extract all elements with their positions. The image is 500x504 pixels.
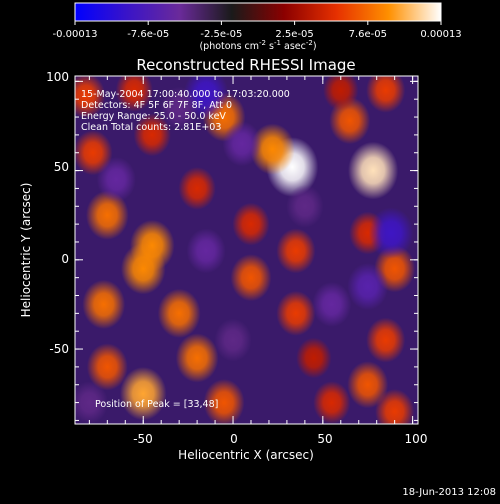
negative-source-blob (312, 281, 352, 327)
positive-source-blob (276, 228, 316, 274)
colorbar-gradient (74, 2, 442, 22)
positive-source-blob (230, 254, 272, 302)
positive-source-blob (86, 343, 128, 391)
negative-source-blob (214, 318, 252, 362)
positive-source-blob (120, 243, 166, 295)
negative-source-blob (286, 184, 324, 228)
x-axis-label: Heliocentric X (arcsec) (178, 448, 314, 462)
colorbar-tick-label: -0.00013 (53, 29, 98, 40)
colorbar-ticks: -0.00013 -7.6e-05 -2.5e-05 2.5e-05 7.6e-05 0.… (53, 21, 462, 40)
rhessi-image (75, 76, 418, 424)
info-line-detectors: Detectors: 4F 5F 6F 7F 8F, Att 0 (81, 100, 232, 111)
positive-source-blob (375, 389, 415, 424)
positive-source-blob (157, 288, 201, 338)
positive-source-blob (366, 317, 406, 363)
positive-source-blob (296, 337, 332, 379)
x-tick-labels: -50 0 50 100 (133, 432, 427, 446)
positive-source-blob (347, 361, 389, 409)
image-blobs (75, 76, 416, 424)
info-line-time: 15-May-2004 17:00:40.000 to 17:03:20.000 (81, 89, 290, 100)
footer-date: 18-Jun-2013 12:08 (402, 487, 496, 498)
negative-source-blob (186, 228, 226, 274)
y-axis-label: Heliocentric Y (arcsec) (19, 183, 33, 318)
negative-source-blob (160, 86, 198, 130)
positive-source-blob (175, 333, 219, 383)
positive-source-blob (276, 290, 316, 336)
y-tick-label: 0 (61, 252, 69, 266)
positive-source-blob (366, 76, 406, 113)
x-tick-label: -50 (133, 432, 153, 446)
positive-source-blob (232, 202, 270, 246)
negative-source-blob (222, 121, 262, 167)
negative-source-blob (75, 381, 108, 424)
negative-source-blob (368, 207, 414, 259)
positive-source-blob (120, 366, 167, 421)
plot-frame (74, 75, 419, 425)
info-line-counts: Clean Total counts: 2.81E+03 (81, 122, 221, 133)
y-tick-label: 50 (54, 160, 69, 174)
plot-title: Reconstructed RHESSI Image (136, 56, 355, 74)
negative-source-blob (96, 157, 136, 202)
positive-source-blob (203, 379, 245, 424)
colorbar-tick-label: 0.00013 (420, 29, 461, 40)
x-tick-label: 50 (317, 432, 332, 446)
positive-source-blob (178, 167, 216, 210)
positive-source-blob (133, 113, 171, 157)
x-tick-label: 100 (405, 432, 428, 446)
positive-source-blob (82, 279, 126, 330)
positive-source-blob (313, 381, 351, 424)
positive-source-blob (348, 141, 399, 200)
info-text: 15-May-2004 17:00:40.000 to 17:03:20.000… (81, 89, 290, 133)
colorbar: -0.00013 -7.6e-05 -2.5e-05 2.5e-05 7.6e-05 0.… (53, 2, 462, 52)
colorbar-tick-label: 2.5e-05 (275, 29, 313, 40)
positive-source-blob (115, 76, 153, 112)
negative-source-blob (347, 263, 389, 311)
info-line-energy: Energy Range: 25.0 - 50.0 keV (81, 111, 226, 122)
positive-source-blob (75, 76, 106, 119)
colorbar-tick-label: -7.6e-05 (127, 29, 169, 40)
colorbar-tick-label: -2.5e-05 (200, 29, 242, 40)
positive-source-blob (85, 190, 129, 240)
positive-source-blob (250, 123, 295, 175)
y-tick-labels: 100 50 0 -50 (46, 70, 69, 356)
colorbar-units: (photons cm-2 s-1 asec-2) (199, 39, 316, 52)
y-tick-label: -50 (49, 342, 69, 356)
y-tick-label: 100 (46, 70, 69, 84)
x-tick-label: 0 (230, 432, 238, 446)
colorbar-tick-label: 7.6e-05 (349, 29, 387, 40)
axis-ticks (75, 76, 418, 424)
peak-position: Position of Peak = [33,48] (95, 399, 218, 410)
positive-source-blob (323, 76, 359, 111)
